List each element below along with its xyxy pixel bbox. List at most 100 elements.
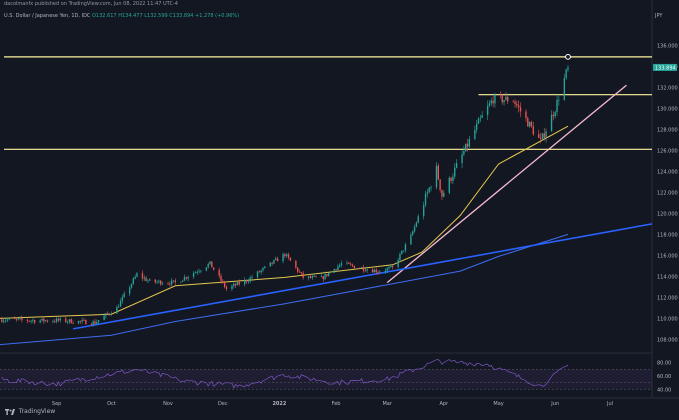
candle (468, 135, 471, 148)
candle-body (220, 275, 222, 281)
candle-body (141, 273, 144, 279)
candle (28, 320, 30, 322)
candle-body (97, 320, 100, 322)
candle-body (461, 154, 463, 164)
candle (297, 267, 299, 274)
candle-body (481, 115, 483, 118)
candle-body (514, 101, 516, 104)
candle (512, 99, 514, 103)
candle-body (198, 271, 200, 273)
candle-body (554, 112, 556, 117)
candle (452, 173, 454, 185)
candle (514, 99, 516, 108)
candle (558, 94, 560, 106)
brand-name: TradingView (18, 408, 56, 415)
candle-body (539, 137, 542, 139)
candle (333, 268, 335, 274)
candle (218, 267, 220, 278)
x-tick-label: Apr (439, 401, 449, 407)
tradingview-logo-icon (5, 408, 15, 415)
candle-body (34, 320, 36, 323)
candle-body (302, 273, 304, 278)
y-tick-label: 118.000 (657, 232, 678, 238)
candle (231, 284, 233, 292)
publisher-note: dacolmanfx published on TradingView.com,… (4, 1, 178, 7)
candle-body (39, 320, 41, 323)
x-tick-label: Jul (606, 401, 613, 407)
candle (375, 267, 377, 275)
candle-body (468, 139, 471, 147)
candle (439, 179, 441, 193)
candle (6, 317, 8, 323)
candle (413, 224, 416, 233)
candle (565, 68, 567, 80)
rsi-tick-label: 60.00 (657, 374, 671, 380)
candle (116, 305, 118, 314)
candle-body (335, 269, 337, 271)
candle-body (375, 269, 377, 273)
candle (320, 273, 323, 278)
candle-body (552, 114, 555, 117)
candle-body (43, 318, 45, 322)
candle-body (116, 306, 118, 314)
candle-body (77, 320, 80, 324)
x-tick-label: May (493, 401, 503, 407)
candle (161, 281, 164, 286)
candle (103, 313, 105, 321)
candle-body (326, 274, 328, 276)
candle-body (72, 323, 74, 324)
candle-body (337, 266, 339, 270)
candle (194, 271, 197, 274)
candle (340, 260, 343, 268)
candle (149, 278, 151, 282)
candle-body (324, 274, 326, 280)
candle-body (256, 271, 259, 278)
candle-body (103, 315, 105, 321)
candle (123, 291, 125, 299)
candle-body (79, 320, 82, 322)
candle-body (44, 320, 47, 322)
candle (477, 117, 480, 124)
candle-body (170, 280, 173, 285)
candle (245, 279, 248, 284)
candle-body (238, 282, 240, 285)
candle (402, 250, 405, 253)
candle (223, 280, 226, 289)
candle (390, 264, 392, 269)
candle (527, 116, 529, 127)
candle (309, 273, 312, 280)
candle-body (209, 261, 211, 265)
candle (83, 317, 85, 321)
candle-body (379, 271, 381, 273)
candle-body (8, 318, 10, 320)
candle (360, 266, 363, 269)
x-tick-label: Nov (163, 401, 173, 407)
short-moving-average-line (0, 125, 569, 319)
candle-body (565, 69, 567, 78)
candle-body (284, 254, 286, 257)
candle-body (52, 321, 54, 323)
candle (554, 110, 556, 119)
candle-body (454, 167, 456, 177)
candle (222, 279, 224, 284)
candle (238, 279, 240, 287)
candle (461, 150, 463, 169)
candle (81, 317, 83, 324)
candle (52, 319, 54, 324)
candle (348, 262, 350, 264)
candle-body (90, 324, 93, 326)
candle (2, 318, 5, 324)
candle-body (154, 279, 156, 283)
candle (26, 318, 29, 324)
candle-body (231, 285, 233, 290)
candle (499, 91, 502, 99)
candle-body (282, 254, 284, 262)
y-tick-label: 122.000 (657, 190, 678, 196)
candle (183, 274, 186, 282)
candle-body (377, 272, 379, 274)
candle (21, 315, 23, 323)
candle-body (479, 117, 482, 119)
candle-body (371, 269, 374, 273)
candle-body (346, 262, 348, 264)
